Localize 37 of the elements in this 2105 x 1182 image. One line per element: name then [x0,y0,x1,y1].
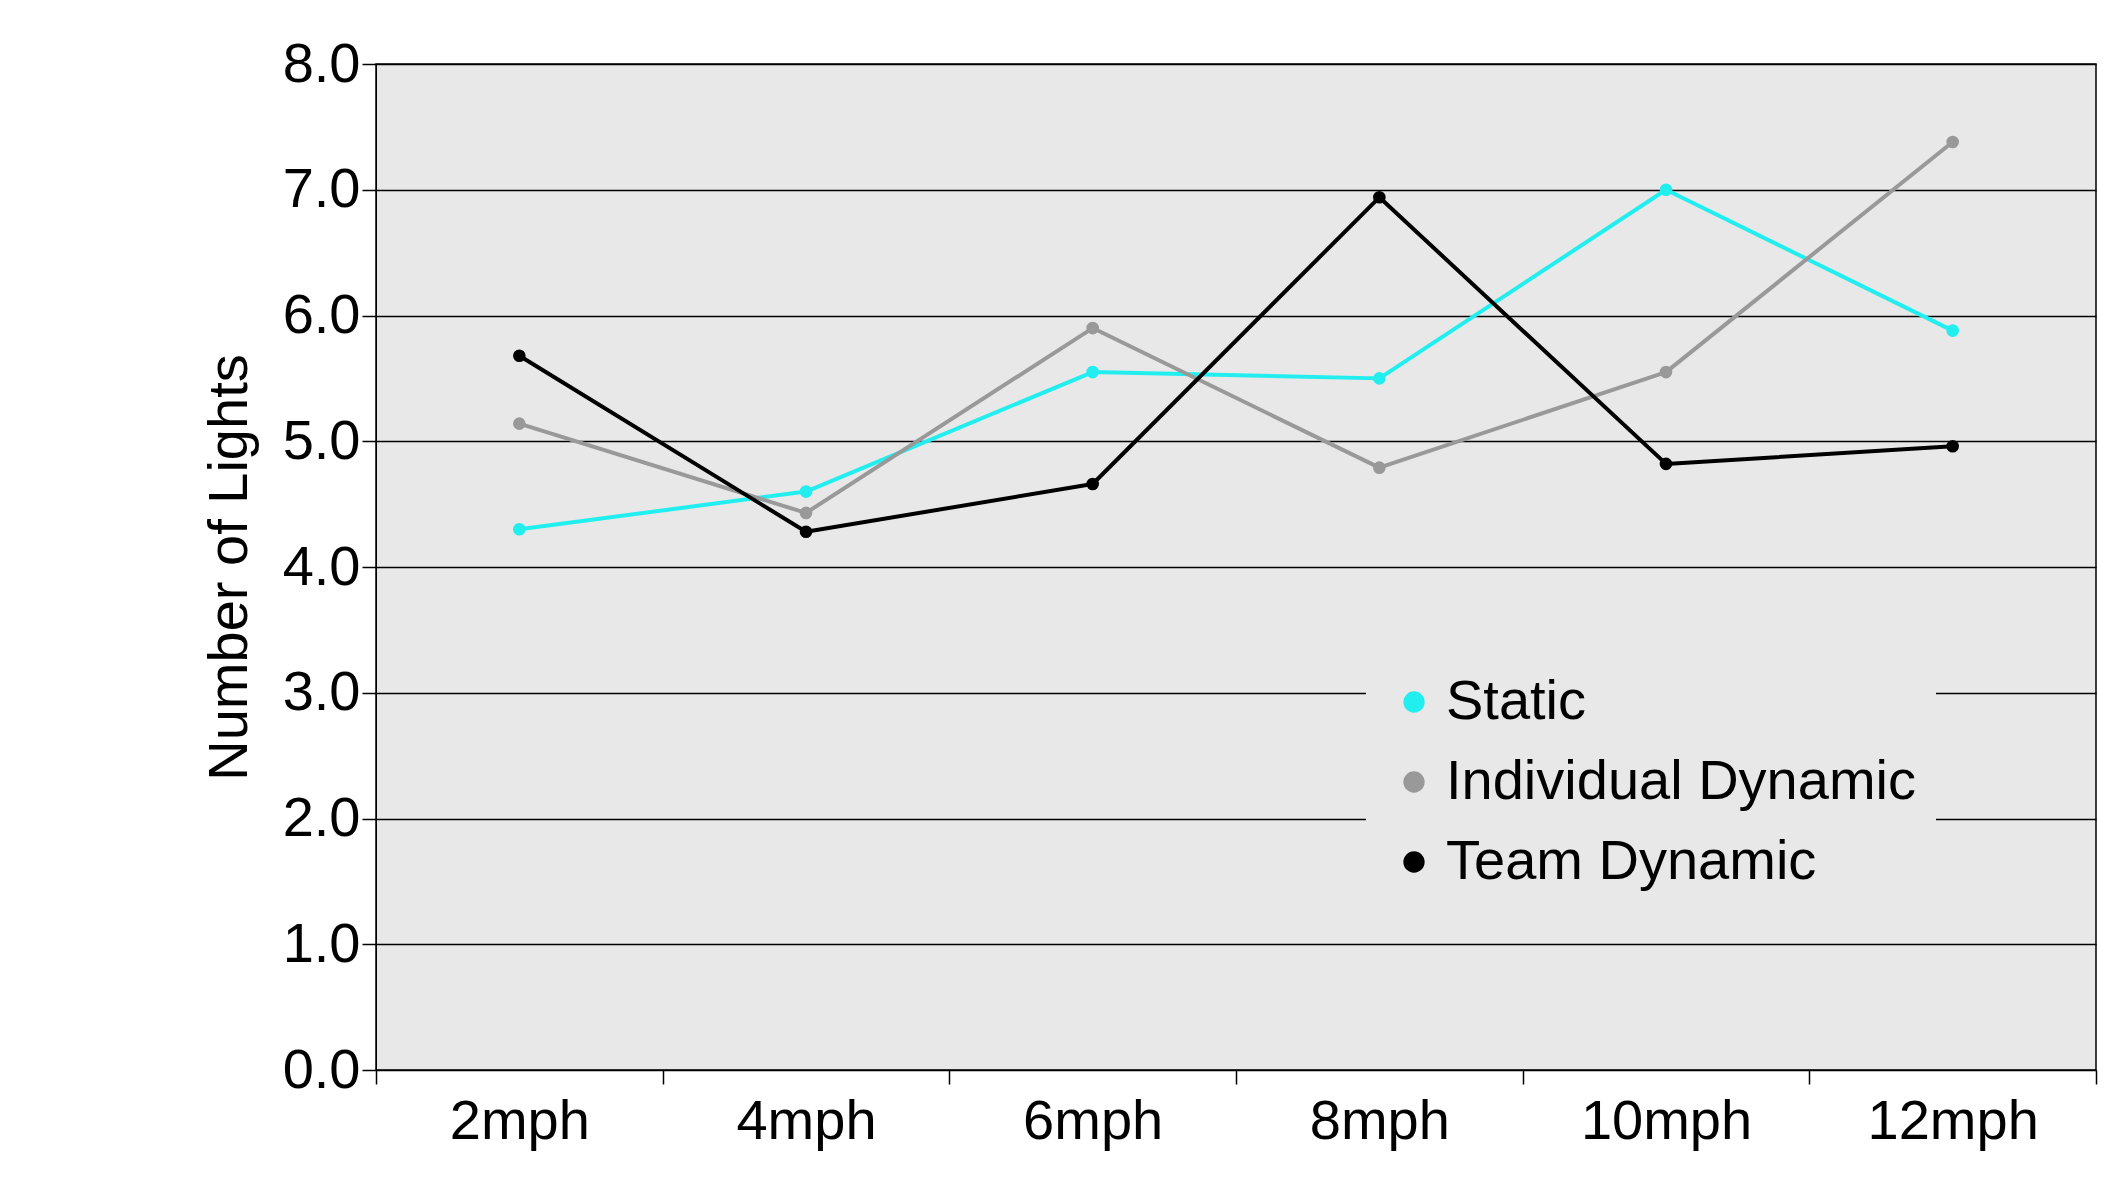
y-tick-label: 6.0 [282,282,361,345]
point [799,525,813,539]
point [1946,439,1959,453]
y-tick-label: 4.0 [282,533,361,597]
y-tick-label: 3.0 [282,659,361,723]
y-tick-label: 2.0 [282,785,361,848]
point [1373,372,1386,385]
point [513,417,526,430]
x-tick-label: 4mph [736,1087,877,1151]
point [799,485,813,498]
point [1946,135,1959,149]
x-tick-label: 8mph [1309,1087,1450,1151]
point [1373,461,1386,474]
y-tick-label: 0.0 [282,1036,361,1100]
point [1086,365,1099,379]
point [1659,365,1673,379]
point [1659,183,1673,197]
point [513,522,526,536]
legend-label: Individual Dynamic [1446,748,1916,811]
point [1373,190,1386,204]
y-tick-label: 5.0 [282,407,361,471]
x-tick-label: 10mph [1580,1087,1753,1151]
point [799,506,813,520]
point [1659,457,1673,471]
legend-label: Static [1446,668,1587,731]
x-tick-label: 2mph [449,1087,590,1151]
point [1086,321,1099,335]
y-tick-label: 7.0 [282,156,361,220]
point [1086,477,1099,491]
legend-label: Team Dynamic [1446,828,1817,891]
point [1946,324,1959,337]
y-axis-title: Number of Lights [195,354,259,781]
point [513,349,526,363]
x-tick-label: 6mph [1023,1087,1164,1151]
x-tick-label: 12mph [1867,1087,2039,1151]
y-tick-label: 8.0 [282,30,361,94]
y-tick-label: 1.0 [282,910,361,974]
